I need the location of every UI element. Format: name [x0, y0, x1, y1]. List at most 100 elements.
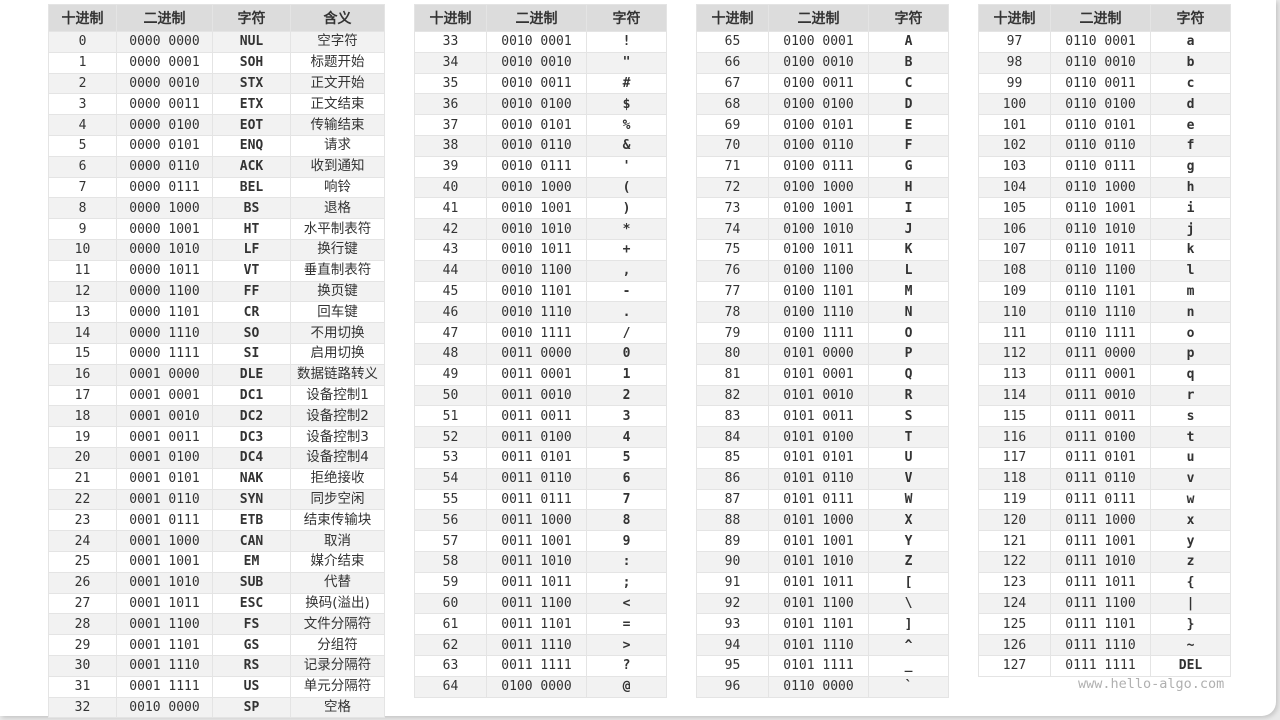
cell-bin: 0111 0111: [1050, 488, 1151, 511]
cell-bin: 0001 0010: [116, 405, 213, 428]
cell-bin: 0101 0101: [768, 446, 869, 469]
table-row: 91 0101 1011[: [696, 571, 949, 594]
table-row: 78 0100 1110 N: [696, 301, 949, 324]
cell-char: f: [1150, 134, 1231, 157]
table-row: 93 0101 1101]: [696, 613, 949, 636]
table-row: 94 0101 1110 ^: [696, 634, 949, 656]
cell-dec: 56: [414, 509, 487, 532]
table-row: 0 0000 0000 NUL 空字符: [48, 31, 385, 53]
cell-bin: 0110 1010: [1050, 218, 1151, 240]
cell-bin: 0000 1100: [116, 280, 213, 303]
cell-bin: 0101 0000: [768, 342, 869, 365]
cell-char: r: [1150, 384, 1231, 407]
cell-bin: 0101 1001: [768, 530, 869, 552]
cell-char: [: [868, 571, 949, 594]
cell-char: ;: [586, 571, 667, 594]
cell-char: Y: [868, 530, 949, 552]
cell-char: ,: [586, 259, 667, 282]
cell-bin: 0111 1000: [1050, 509, 1151, 532]
cell-bin: 0111 1110: [1050, 634, 1151, 656]
cell-meaning: 水平制表符: [290, 218, 385, 240]
header-row: 十进制 二进制 字符: [696, 4, 949, 32]
table-row: 43 0010 1011 +: [414, 238, 667, 261]
cell-char: z: [1150, 550, 1231, 573]
cell-char: ESC: [212, 592, 291, 615]
cell-bin: 0111 0001: [1050, 363, 1151, 386]
table-row: 49 0011 0001 1: [414, 363, 667, 386]
cell-char: NAK: [212, 467, 291, 490]
cell-dec: 102: [978, 134, 1051, 157]
cell-dec: 105: [978, 197, 1051, 220]
cell-char: x: [1150, 509, 1231, 532]
cell-dec: 113: [978, 363, 1051, 386]
cell-dec: 78: [696, 301, 769, 324]
cell-char: v: [1150, 467, 1231, 490]
cell-meaning: 分组符: [290, 634, 385, 656]
cell-bin: 0100 0011: [768, 72, 869, 95]
table-row: 102 0110 0110 f: [978, 134, 1231, 157]
cell-char: 2: [586, 384, 667, 407]
cell-char: (: [586, 176, 667, 199]
cell-meaning: 结束传输块: [290, 509, 385, 532]
table-row: 6 0000 0110 ACK 收到通知: [48, 155, 385, 178]
cell-char: g: [1150, 155, 1231, 178]
cell-dec: 79: [696, 322, 769, 344]
cell-dec: 48: [414, 342, 487, 365]
ascii-table-lowercase: 十进制 二进制 字符 97 0110 0001 a 98 0110 0010 b 99 0110 0…: [978, 4, 1231, 677]
table-row: 75 0100 1011 K: [696, 238, 949, 261]
cell-dec: 54: [414, 467, 487, 490]
table-row: 96 0110 0000 `: [696, 675, 949, 698]
cell-bin: 0010 1101: [486, 280, 587, 303]
cell-meaning: 启用切换: [290, 342, 385, 365]
cell-char: E: [868, 114, 949, 136]
cell-dec: 116: [978, 426, 1051, 448]
cell-dec: 63: [414, 654, 487, 677]
cell-meaning: 回车键: [290, 301, 385, 324]
table-row: 83 0101 0011 S: [696, 405, 949, 428]
header-dec: 十进制: [978, 4, 1051, 32]
cell-dec: 92: [696, 592, 769, 615]
cell-bin: 0100 0111: [768, 155, 869, 178]
cell-bin: 0111 1111: [1050, 654, 1151, 677]
cell-char: L: [868, 259, 949, 282]
cell-dec: 3: [48, 93, 117, 116]
table-row: 95 0101 1111 _: [696, 654, 949, 677]
cell-char: j: [1150, 218, 1231, 240]
table-row: 53 0011 0101 5: [414, 446, 667, 469]
cell-char: &: [586, 134, 667, 157]
cell-char: LF: [212, 238, 291, 261]
cell-bin: 0011 0011: [486, 405, 587, 428]
cell-dec: 26: [48, 571, 117, 594]
header-meaning: 含义: [290, 4, 385, 32]
header-bin: 二进制: [1050, 4, 1151, 32]
cell-bin: 0010 1111: [486, 322, 587, 344]
table-row: 114 0111 0010 r: [978, 384, 1231, 407]
table-row: 81 0101 0001 Q: [696, 363, 949, 386]
table-row: 8 0000 1000 BS 退格: [48, 197, 385, 220]
table-row: 110 0110 1110 n: [978, 301, 1231, 324]
cell-char: $: [586, 93, 667, 116]
cell-char: l: [1150, 259, 1231, 282]
cell-dec: 126: [978, 634, 1051, 656]
table-row: 107 0110 1011 k: [978, 238, 1231, 261]
table-row: 88 0101 1000 X: [696, 509, 949, 532]
cell-bin: 0110 0100: [1050, 93, 1151, 116]
cell-bin: 0100 1101: [768, 280, 869, 303]
cell-char: u: [1150, 446, 1231, 469]
cell-char: D: [868, 93, 949, 116]
cell-dec: 71: [696, 155, 769, 178]
table-row: 11 0000 1011 VT 垂直制表符: [48, 259, 385, 282]
table-row: 12 0000 1100 FF 换页键: [48, 280, 385, 303]
cell-char: -: [586, 280, 667, 303]
cell-meaning: 换码(溢出): [290, 592, 385, 615]
table-row: 111 0110 1111 o: [978, 322, 1231, 344]
table-row: 105 0110 1001 i: [978, 197, 1231, 220]
cell-dec: 32: [48, 696, 117, 719]
table-row: 1 0000 0001 SOH 标题开始: [48, 51, 385, 74]
cell-dec: 80: [696, 342, 769, 365]
cell-char: SYN: [212, 488, 291, 511]
table-row: 37 0010 0101%: [414, 114, 667, 136]
cell-dec: 72: [696, 176, 769, 199]
cell-bin: 0000 1111: [116, 342, 213, 365]
cell-dec: 38: [414, 134, 487, 157]
